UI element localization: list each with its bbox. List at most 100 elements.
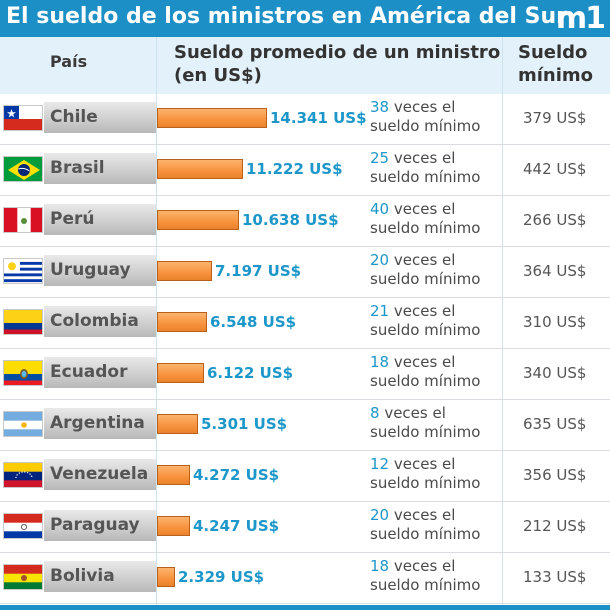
country-label-box: Colombia — [44, 306, 156, 337]
minimum-salary-value: 340 US$ — [523, 364, 587, 382]
country-name: Brasil — [50, 158, 105, 178]
times-minimum-number: 20 — [370, 251, 390, 269]
minimum-salary-value: 133 US$ — [523, 568, 587, 586]
times-minimum-line1: 12 veces el — [370, 455, 500, 474]
bolivia-flag-icon — [3, 564, 43, 590]
row-divider — [0, 348, 610, 349]
times-minimum-number: 21 — [370, 302, 390, 320]
times-minimum-line2: sueldo mínimo — [370, 219, 481, 237]
country-name: Uruguay — [50, 260, 131, 280]
header-pais: País — [50, 52, 88, 71]
times-minimum-text1: veces el — [389, 302, 456, 320]
uruguay-flag-icon — [3, 258, 43, 284]
minimum-salary-value: 442 US$ — [523, 160, 587, 178]
peru-flag-icon — [3, 207, 43, 233]
times-minimum-line2: sueldo mínimo — [370, 474, 481, 492]
times-minimum-line2: sueldo mínimo — [370, 168, 481, 186]
country-name: Ecuador — [50, 362, 128, 382]
salary-bar — [157, 312, 207, 332]
times-minimum-text: 20 veces el sueldo mínimo — [370, 506, 500, 544]
minimum-salary-value: 379 US$ — [523, 109, 587, 127]
row-divider — [0, 297, 610, 298]
times-minimum-line1: 20 veces el — [370, 251, 500, 270]
times-minimum-number: 18 — [370, 557, 390, 575]
header-sueldo: Sueldo promedio de un ministro (en US$) — [174, 41, 504, 87]
times-minimum-line2: sueldo mínimo — [370, 117, 481, 135]
times-minimum-text: 18 veces el sueldo mínimo — [370, 557, 500, 595]
table-row: Bolivia 2.329 US$ 18 veces el sueldo mínimo… — [0, 553, 610, 604]
country-name: Venezuela — [50, 464, 149, 484]
times-minimum-text1: veces el — [389, 200, 456, 218]
salary-value-label: 10.638 US$ — [242, 211, 339, 229]
salary-value-label: 6.122 US$ — [207, 364, 294, 382]
brazil-flag-icon — [3, 156, 43, 182]
minimum-salary-value: 212 US$ — [523, 517, 587, 535]
times-minimum-line1: 40 veces el — [370, 200, 500, 219]
table-row: Paraguay 4.247 US$ 20 veces el sueldo mínim… — [0, 502, 610, 553]
title-bar: El sueldo de los ministros en América de… — [0, 0, 610, 37]
country-name: Paraguay — [50, 515, 140, 535]
times-minimum-text1: veces el — [389, 251, 456, 269]
column-divider — [156, 37, 157, 605]
times-minimum-text: 12 veces el sueldo mínimo — [370, 455, 500, 493]
salary-value-label: 6.548 US$ — [210, 313, 297, 331]
minimum-salary-value: 364 US$ — [523, 262, 587, 280]
salary-value-label: 7.197 US$ — [215, 262, 302, 280]
column-divider — [502, 37, 503, 605]
times-minimum-line2: sueldo mínimo — [370, 321, 481, 339]
times-minimum-line2: sueldo mínimo — [370, 525, 481, 543]
country-label-box: Chile — [44, 102, 156, 133]
country-name: Argentina — [50, 413, 145, 433]
country-label-box: Brasil — [44, 153, 156, 184]
salary-bar — [157, 108, 267, 128]
salary-value-label: 4.272 US$ — [193, 466, 280, 484]
salary-bar — [157, 261, 212, 281]
times-minimum-text1: veces el — [379, 404, 446, 422]
times-minimum-line1: 18 veces el — [370, 557, 500, 576]
venezuela-flag-icon — [3, 462, 43, 488]
times-minimum-number: 12 — [370, 455, 390, 473]
table-row: Argentina 5.301 US$ 8 veces el sueldo mínim… — [0, 400, 610, 451]
row-divider — [0, 144, 610, 145]
table-row: Perú 10.638 US$ 40 veces el sueldo mínimo 26… — [0, 196, 610, 247]
country-label-box: Perú — [44, 204, 156, 235]
times-minimum-text: 40 veces el sueldo mínimo — [370, 200, 500, 238]
salary-bar — [157, 567, 175, 587]
table-row: Ecuador 6.122 US$ 18 veces el sueldo mínimo… — [0, 349, 610, 400]
times-minimum-text1: veces el — [389, 353, 456, 371]
times-minimum-text: 25 veces el sueldo mínimo — [370, 149, 500, 187]
row-divider — [0, 501, 610, 502]
row-divider — [0, 450, 610, 451]
row-divider — [0, 552, 610, 553]
times-minimum-number: 25 — [370, 149, 390, 167]
country-label-box: Argentina — [44, 408, 156, 439]
table-header: País Sueldo promedio de un ministro (en … — [0, 37, 610, 94]
times-minimum-text: 21 veces el sueldo mínimo — [370, 302, 500, 340]
salary-value-label: 11.222 US$ — [246, 160, 343, 178]
times-minimum-text: 8 veces el sueldo mínimo — [370, 404, 500, 442]
colombia-flag-icon — [3, 309, 43, 335]
header-minimo-line1: Sueldo — [518, 42, 588, 63]
times-minimum-number: 38 — [370, 98, 390, 116]
salary-value-label: 5.301 US$ — [201, 415, 288, 433]
times-minimum-text1: veces el — [389, 455, 456, 473]
table-row: Chile 14.341 US$ 38 veces el sueldo mínimo 3… — [0, 94, 610, 145]
bottom-bar — [0, 605, 610, 610]
times-minimum-line2: sueldo mínimo — [370, 372, 481, 390]
salary-value-label: 2.329 US$ — [178, 568, 265, 586]
times-minimum-line1: 18 veces el — [370, 353, 500, 372]
times-minimum-number: 18 — [370, 353, 390, 371]
times-minimum-line1: 21 veces el — [370, 302, 500, 321]
times-minimum-text: 20 veces el sueldo mínimo — [370, 251, 500, 289]
page-title: El sueldo de los ministros en América de… — [6, 4, 567, 29]
minimum-salary-value: 356 US$ — [523, 466, 587, 484]
m1-logo: m1 — [555, 1, 606, 36]
row-divider — [0, 246, 610, 247]
times-minimum-text: 38 veces el sueldo mínimo — [370, 98, 500, 136]
country-label-box: Paraguay — [44, 510, 156, 541]
times-minimum-number: 8 — [370, 404, 380, 422]
times-minimum-text1: veces el — [389, 149, 456, 167]
times-minimum-line1: 20 veces el — [370, 506, 500, 525]
times-minimum-line1: 8 veces el — [370, 404, 500, 423]
